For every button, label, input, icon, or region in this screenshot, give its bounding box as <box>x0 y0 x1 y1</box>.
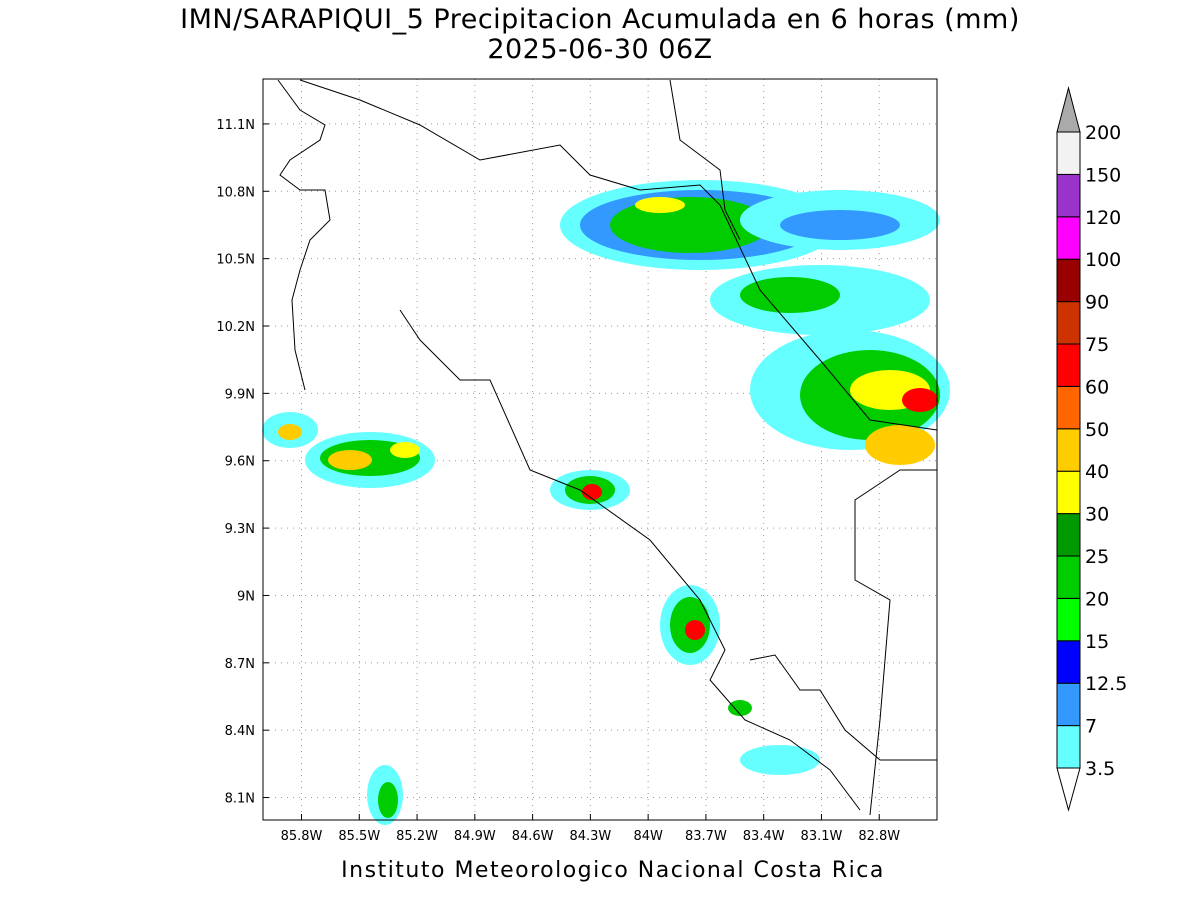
colorbar-bin <box>1056 725 1081 769</box>
colorbar-bin <box>1056 597 1081 642</box>
colorbar-label: 20 <box>1085 588 1109 610</box>
coastline <box>277 79 938 816</box>
map-frame <box>262 78 938 821</box>
y-tick-label: 10.5N <box>216 253 255 268</box>
colorbar: 3.5 7 12.5 15 20 25 30 40 50 60 75 90 100 120 150 200 <box>1056 86 1127 812</box>
y-tick-label: 10.2N <box>216 320 255 335</box>
y-tick-label: 8.7N <box>225 657 255 672</box>
subtitle: 2025-06-30 06Z <box>487 34 712 65</box>
x-tick-label: 84W <box>633 829 663 844</box>
x-tick-label: 84.9W <box>454 829 496 844</box>
y-tick-label: 11.1N <box>216 118 255 133</box>
colorbar-label: 3.5 <box>1085 758 1115 780</box>
colorbar-label: 200 <box>1085 122 1121 144</box>
colorbar-label: 50 <box>1085 419 1109 441</box>
colorbar-label: 25 <box>1085 546 1109 568</box>
colorbar-label: 75 <box>1085 334 1109 356</box>
colorbar-label: 15 <box>1085 631 1109 653</box>
colorbar-bin <box>1056 258 1081 303</box>
x-tick-label: 85.5W <box>338 829 380 844</box>
x-tick-label: 82.8W <box>858 829 900 844</box>
colorbar-bin <box>1056 513 1081 557</box>
colorbar-bin <box>1056 131 1081 175</box>
colorbar-bin <box>1056 343 1081 387</box>
colorbar-bin <box>1056 301 1081 345</box>
x-tick-label: 85.8W <box>281 829 323 844</box>
colorbar-label: 150 <box>1085 164 1121 186</box>
x-tick-label: 83.4W <box>743 829 785 844</box>
y-tick-label: 9.3N <box>225 522 255 537</box>
colorbar-label: 30 <box>1085 504 1109 526</box>
x-tick-label: 83.7W <box>685 829 727 844</box>
colorbar-label: 90 <box>1085 292 1109 314</box>
footer: Instituto Meteorologico Nacional Costa R… <box>341 858 885 883</box>
grid <box>263 79 937 820</box>
colorbar-bin <box>1056 470 1081 515</box>
colorbar-label: 100 <box>1085 249 1121 271</box>
colorbar-label: 120 <box>1085 207 1121 229</box>
title: IMN/SARAPIQUI_5 Precipitacion Acumulada … <box>180 4 1020 35</box>
y-tick-label: 8.4N <box>225 724 255 739</box>
colorbar-bin <box>1056 640 1081 684</box>
colorbar-bin <box>1056 385 1081 430</box>
colorbar-over <box>1056 86 1081 133</box>
colorbar-label: 12.5 <box>1085 673 1127 695</box>
colorbar-bin <box>1056 555 1081 599</box>
x-tick-label: 84.6W <box>512 829 554 844</box>
colorbar-bin <box>1056 173 1081 218</box>
x-tick-label: 85.2W <box>396 829 438 844</box>
precip <box>262 180 950 825</box>
colorbar-bin <box>1056 682 1081 727</box>
y-tick-label: 10.8N <box>216 185 255 200</box>
y-tick-label: 9N <box>237 589 255 604</box>
axes: 85.8W 85.5W 85.2W 84.9W 84.6W 84.3W 84W 83.7W 83… <box>216 118 900 844</box>
y-tick-label: 8.1N <box>225 792 255 807</box>
y-tick-label: 9.6N <box>225 455 255 470</box>
colorbar-label: 60 <box>1085 376 1109 398</box>
y-tick-label: 9.9N <box>225 387 255 402</box>
colorbar-bin <box>1056 216 1081 260</box>
x-tick-label: 84.3W <box>569 829 611 844</box>
colorbar-label: 40 <box>1085 461 1109 483</box>
colorbar-bin <box>1056 428 1081 472</box>
x-tick-label: 83.1W <box>801 829 843 844</box>
colorbar-label: 7 <box>1085 716 1097 738</box>
colorbar-under <box>1056 767 1081 812</box>
